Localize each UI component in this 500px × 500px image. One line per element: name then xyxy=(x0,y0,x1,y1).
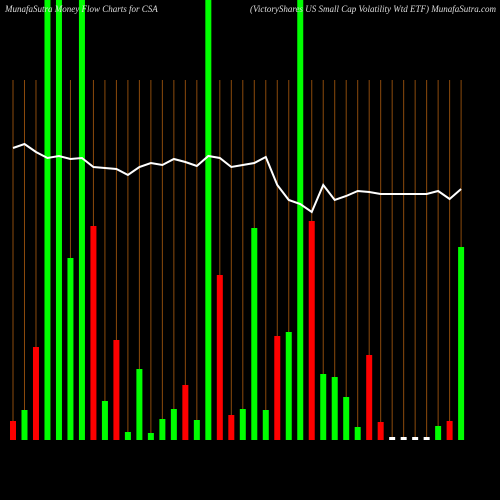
bar xyxy=(55,0,62,440)
bar xyxy=(343,397,350,440)
bar xyxy=(147,433,154,440)
bar xyxy=(274,336,281,440)
bar xyxy=(400,437,407,440)
bar xyxy=(389,437,396,440)
bar xyxy=(320,374,327,440)
bar xyxy=(67,258,74,440)
bar xyxy=(458,247,465,440)
bar xyxy=(446,421,453,440)
bar xyxy=(124,432,131,440)
bar xyxy=(354,427,361,440)
bar xyxy=(331,377,338,440)
bar xyxy=(366,355,373,440)
bar xyxy=(32,347,39,440)
bar xyxy=(377,422,384,440)
bar xyxy=(113,340,120,440)
money-flow-line xyxy=(12,142,462,214)
bar xyxy=(21,410,28,440)
bar xyxy=(159,419,166,440)
bar xyxy=(216,275,223,440)
bar xyxy=(262,410,269,440)
bar xyxy=(228,415,235,440)
bar xyxy=(170,409,177,440)
bar xyxy=(78,0,85,440)
bar xyxy=(101,401,108,440)
bar xyxy=(435,426,442,440)
bar xyxy=(44,0,51,440)
bar xyxy=(423,437,430,440)
bar xyxy=(90,226,97,440)
bar xyxy=(285,332,292,440)
bar xyxy=(205,0,212,440)
chart-title: MunafaSutra Money Flow Charts for CSA xyxy=(4,4,158,14)
bar xyxy=(136,369,143,440)
bar xyxy=(297,0,304,440)
bar xyxy=(251,228,258,440)
bar xyxy=(412,437,419,440)
bar xyxy=(10,421,16,440)
chart-subtitle: (VictoryShares US Small Cap Volatility W… xyxy=(250,4,496,14)
bar xyxy=(182,385,189,440)
bar xyxy=(239,409,246,440)
bar xyxy=(308,221,315,440)
bar xyxy=(193,420,200,440)
